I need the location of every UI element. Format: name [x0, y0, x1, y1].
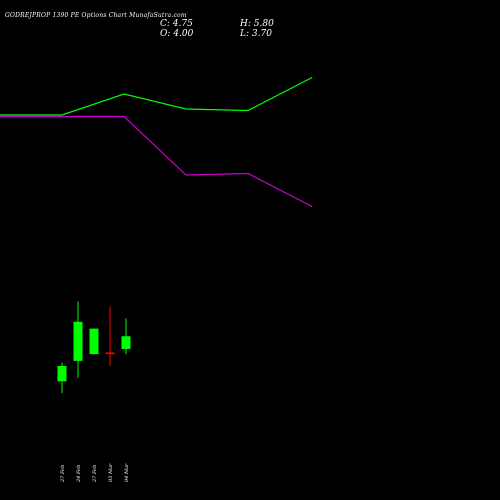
close-value: 4.75 — [172, 19, 193, 29]
open-value: 4.00 — [173, 29, 194, 39]
x-tick-label: 27 Feb — [92, 465, 98, 483]
candle-body-up — [57, 366, 67, 382]
candle-body-up — [121, 336, 131, 349]
open-readout: O: 4.00 — [160, 29, 193, 39]
low-label: L: — [240, 29, 250, 39]
candle-body-up — [89, 328, 99, 355]
high-readout: H: 5.80 — [240, 19, 274, 29]
green-indicator-line — [0, 76, 313, 116]
x-axis-labels: 27 Feb 24 Feb 27 Feb 03 Mar 04 Mar — [60, 463, 130, 483]
chart-title: GODREJPROP 1390 PE Options Chart MunafaS… — [5, 12, 187, 19]
close-readout: C: 4.75 — [160, 19, 193, 29]
close-label: C: — [160, 19, 170, 29]
purple-indicator-line — [0, 115, 313, 208]
candle-body-up — [73, 321, 83, 361]
x-tick-label: 27 Feb — [60, 465, 66, 483]
high-label: H: — [240, 19, 251, 29]
x-tick-label: 03 Mar — [108, 463, 114, 482]
open-label: O: — [160, 29, 171, 39]
high-value: 5.80 — [253, 19, 274, 29]
x-tick-label: 24 Feb — [76, 465, 82, 483]
candle-body-down — [105, 352, 115, 355]
low-value: 3.70 — [251, 29, 272, 39]
low-readout: L: 3.70 — [240, 29, 272, 39]
candlesticks — [57, 301, 131, 394]
indicator-lines — [0, 76, 313, 208]
x-tick-label: 04 Mar — [124, 463, 130, 482]
